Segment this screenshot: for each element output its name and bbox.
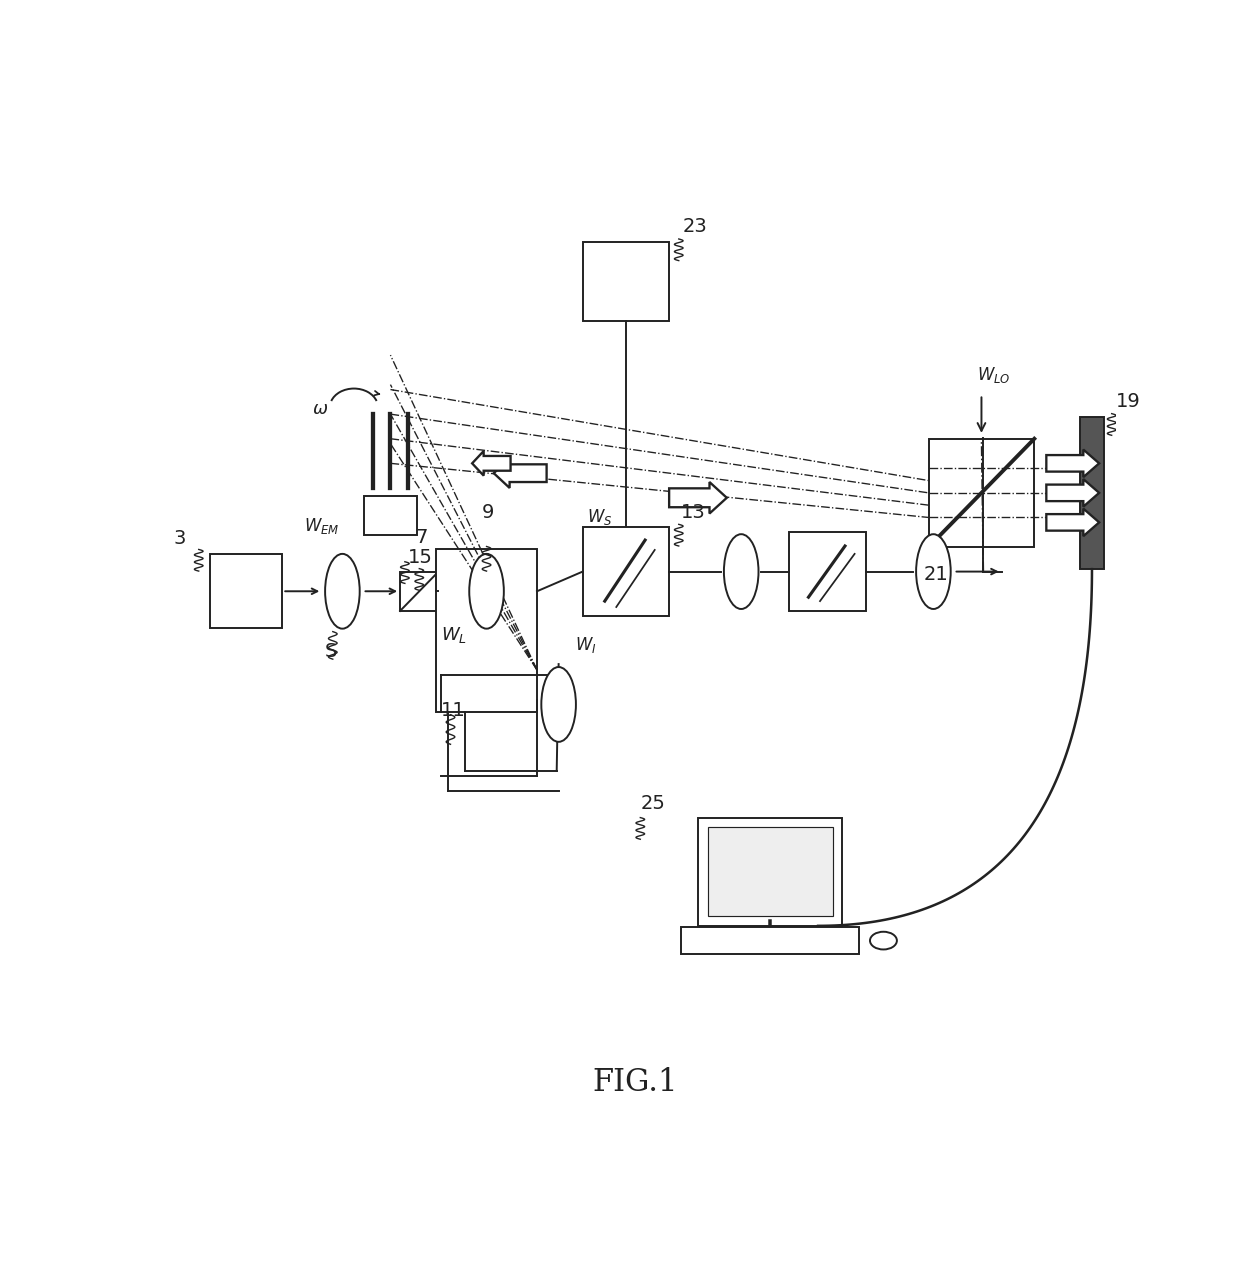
Text: $W_L$: $W_L$ bbox=[441, 625, 467, 645]
Ellipse shape bbox=[724, 534, 759, 610]
Bar bbox=[1080, 417, 1104, 569]
Bar bbox=[789, 532, 866, 611]
Ellipse shape bbox=[870, 932, 897, 950]
Text: 3: 3 bbox=[174, 529, 186, 548]
Text: 11: 11 bbox=[441, 700, 466, 720]
Text: 13: 13 bbox=[681, 504, 706, 523]
Bar bbox=[401, 571, 439, 611]
Text: 25: 25 bbox=[640, 794, 665, 813]
Text: FIG.1: FIG.1 bbox=[593, 1067, 678, 1098]
Ellipse shape bbox=[325, 553, 360, 629]
Polygon shape bbox=[670, 482, 727, 514]
Polygon shape bbox=[1047, 450, 1099, 477]
Bar bbox=[583, 242, 670, 321]
Text: 19: 19 bbox=[1116, 391, 1141, 410]
Text: $W_S$: $W_S$ bbox=[588, 507, 613, 528]
Text: 15: 15 bbox=[408, 548, 433, 566]
Text: 9: 9 bbox=[481, 502, 494, 521]
Polygon shape bbox=[472, 451, 511, 475]
Text: 23: 23 bbox=[682, 217, 707, 236]
Polygon shape bbox=[1047, 479, 1099, 506]
Ellipse shape bbox=[469, 553, 503, 629]
Bar bbox=[929, 438, 1034, 547]
Bar bbox=[698, 818, 842, 925]
Text: 7: 7 bbox=[415, 528, 428, 547]
Text: 21: 21 bbox=[924, 565, 949, 584]
Ellipse shape bbox=[916, 534, 951, 610]
Bar bbox=[211, 555, 283, 629]
Text: $W_{LO}$: $W_{LO}$ bbox=[977, 364, 1011, 385]
Ellipse shape bbox=[542, 667, 575, 741]
Bar bbox=[436, 550, 537, 712]
Polygon shape bbox=[494, 459, 547, 488]
Bar bbox=[681, 927, 859, 955]
Polygon shape bbox=[1047, 509, 1099, 537]
Text: $W_I$: $W_I$ bbox=[575, 635, 596, 656]
Bar bbox=[708, 827, 832, 916]
Text: $W_{EM}$: $W_{EM}$ bbox=[304, 516, 340, 537]
Bar bbox=[583, 528, 670, 616]
Text: S: S bbox=[325, 642, 337, 661]
Bar bbox=[365, 496, 417, 535]
Text: $\omega$: $\omega$ bbox=[311, 400, 327, 418]
